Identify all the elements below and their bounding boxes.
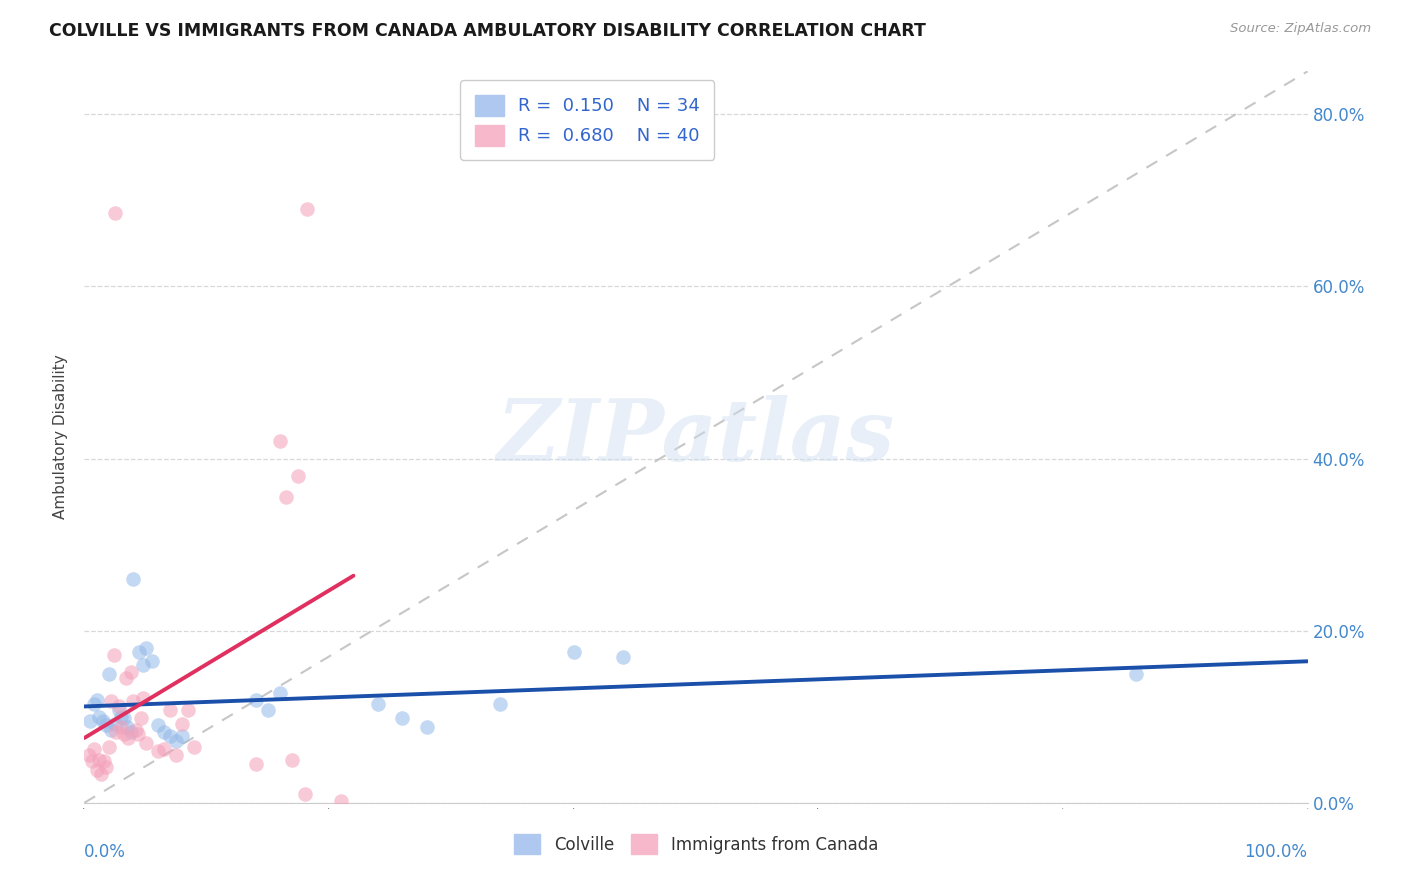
Point <box>562 645 585 659</box>
Point <box>86 692 108 706</box>
Point <box>129 711 152 725</box>
Point <box>104 206 127 220</box>
Point <box>97 666 120 681</box>
Point <box>103 648 125 662</box>
Text: 100.0%: 100.0% <box>1244 843 1308 861</box>
Point <box>90 767 112 781</box>
Point <box>112 711 135 725</box>
Point <box>132 658 155 673</box>
Point <box>1125 666 1147 681</box>
Point <box>96 718 118 732</box>
Text: Source: ZipAtlas.com: Source: ZipAtlas.com <box>1230 22 1371 36</box>
Point <box>612 649 634 664</box>
Point <box>269 686 291 700</box>
Point <box>122 572 145 586</box>
Point <box>153 725 176 739</box>
Point <box>117 731 139 746</box>
Point <box>107 699 129 714</box>
Point <box>295 202 318 216</box>
Point <box>110 710 132 724</box>
Point <box>132 690 155 705</box>
Text: 0.0%: 0.0% <box>84 843 127 861</box>
Point <box>107 703 129 717</box>
Point <box>269 434 291 449</box>
Point <box>128 645 150 659</box>
Point <box>159 729 181 743</box>
Point <box>96 759 118 773</box>
Point <box>141 654 163 668</box>
Point <box>330 794 353 808</box>
Point <box>115 720 138 734</box>
Point <box>245 757 267 772</box>
Point <box>172 729 194 743</box>
Point <box>165 748 187 763</box>
Point <box>87 710 110 724</box>
Point <box>287 468 309 483</box>
Point <box>100 723 122 737</box>
Point <box>120 725 142 739</box>
Point <box>80 755 103 769</box>
Text: COLVILLE VS IMMIGRANTS FROM CANADA AMBULATORY DISABILITY CORRELATION CHART: COLVILLE VS IMMIGRANTS FROM CANADA AMBUL… <box>49 22 927 40</box>
Point <box>125 723 148 737</box>
Point <box>97 739 120 754</box>
Point <box>391 711 413 725</box>
Legend: Colville, Immigrants from Canada: Colville, Immigrants from Canada <box>508 828 884 860</box>
Point <box>367 697 389 711</box>
Point <box>104 716 127 731</box>
Point <box>120 665 142 679</box>
Text: ZIPatlas: ZIPatlas <box>496 395 896 479</box>
Point <box>77 748 100 763</box>
Point <box>83 697 105 711</box>
Point <box>135 640 157 655</box>
Point <box>146 744 169 758</box>
Point <box>87 753 110 767</box>
Point <box>93 755 115 769</box>
Point <box>281 753 304 767</box>
Point <box>105 725 128 739</box>
Point <box>91 714 114 728</box>
Point <box>86 763 108 777</box>
Point <box>83 742 105 756</box>
Point <box>159 703 181 717</box>
Point <box>112 727 135 741</box>
Point <box>183 739 205 754</box>
Point <box>153 742 176 756</box>
Point <box>416 720 439 734</box>
Point <box>79 714 101 728</box>
Point <box>115 671 138 685</box>
Point <box>489 697 512 711</box>
Point <box>165 734 187 748</box>
Y-axis label: Ambulatory Disability: Ambulatory Disability <box>53 355 69 519</box>
Point <box>110 720 132 734</box>
Point <box>177 703 200 717</box>
Point <box>276 491 298 505</box>
Point <box>245 692 267 706</box>
Point <box>146 718 169 732</box>
Point <box>100 694 122 708</box>
Point <box>127 727 149 741</box>
Point <box>257 703 280 717</box>
Point <box>172 716 194 731</box>
Point <box>294 787 316 801</box>
Point <box>135 735 157 749</box>
Point <box>122 694 145 708</box>
